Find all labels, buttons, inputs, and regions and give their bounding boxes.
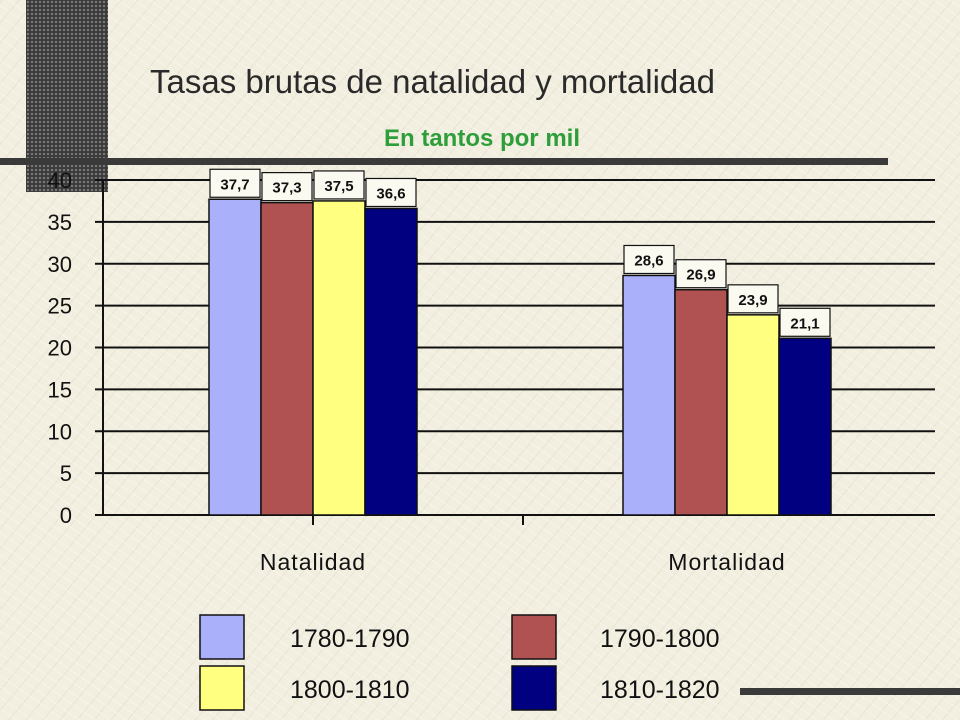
data-label: 23,9 <box>738 292 767 309</box>
y-tick-label: 35 <box>48 210 72 235</box>
bar-1810-1820 <box>778 337 832 516</box>
bar-1790-1800 <box>674 288 728 516</box>
legend-label: 1780-1790 <box>290 625 410 653</box>
y-tick-label: 5 <box>60 461 72 486</box>
data-label-box <box>365 177 417 208</box>
data-label: 26,9 <box>686 267 715 284</box>
y-tick-label: 20 <box>48 336 72 361</box>
data-label: 28,6 <box>634 252 663 269</box>
bar-1810-1820 <box>364 207 418 516</box>
decorative-rule-bottom <box>740 688 960 695</box>
legend-label: 1810-1820 <box>600 676 720 704</box>
legend-swatch <box>199 665 245 711</box>
chart-subtitle: En tantos por mil <box>384 125 580 152</box>
data-label-box <box>675 259 727 289</box>
bar-1800-1810 <box>312 200 366 516</box>
data-label-box <box>261 172 313 202</box>
y-tick-label: 30 <box>48 252 72 277</box>
data-label-box <box>727 284 779 314</box>
bar-1800-1810 <box>726 314 780 516</box>
bar-1790-1800 <box>260 201 314 516</box>
bar-1780-1790 <box>622 274 676 516</box>
data-label: 37,5 <box>324 178 353 195</box>
legend-swatch <box>511 614 557 660</box>
data-label: 36,6 <box>376 185 405 202</box>
x-category-label: Mortalidad <box>668 549 785 575</box>
data-label-box <box>779 307 831 337</box>
y-tick-label: 15 <box>48 377 72 402</box>
data-label-box <box>313 170 365 200</box>
bar-1780-1790 <box>208 198 262 516</box>
data-label: 21,1 <box>790 315 819 332</box>
legend-label: 1790-1800 <box>600 625 720 653</box>
data-label: 37,7 <box>220 176 249 193</box>
legend-swatch <box>199 614 245 660</box>
legend-swatch <box>511 665 557 711</box>
data-label-box <box>623 244 675 275</box>
decorative-rule-top <box>0 158 888 165</box>
chart-title: Tasas brutas de natalidad y mortalidad <box>150 63 715 100</box>
data-label: 37,3 <box>272 180 301 197</box>
y-tick-label: 0 <box>60 503 72 528</box>
x-category-label: Natalidad <box>260 549 366 575</box>
data-label-box <box>209 168 261 198</box>
y-tick-label: 40 <box>48 168 72 193</box>
legend-label: 1800-1810 <box>290 676 410 704</box>
y-tick-label: 10 <box>48 419 72 444</box>
y-tick-label: 25 <box>48 294 72 319</box>
